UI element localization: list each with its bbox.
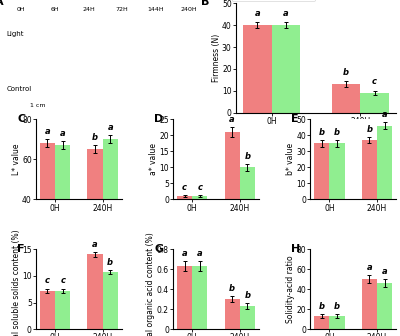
Text: E: E bbox=[292, 115, 299, 124]
Text: a: a bbox=[182, 249, 188, 258]
Text: a: a bbox=[283, 8, 288, 17]
Text: a: a bbox=[229, 115, 235, 124]
Text: c: c bbox=[372, 77, 377, 86]
Text: c: c bbox=[60, 277, 65, 286]
Y-axis label: a* value: a* value bbox=[149, 143, 158, 175]
Legend: Light, Control: Light, Control bbox=[232, 0, 315, 1]
Bar bbox=[332, 84, 360, 113]
Text: 72H: 72H bbox=[116, 7, 128, 12]
Bar bbox=[377, 126, 392, 200]
Bar bbox=[314, 316, 329, 329]
Text: b: b bbox=[343, 68, 349, 77]
Bar bbox=[55, 145, 70, 280]
Text: a: a bbox=[382, 110, 387, 119]
Y-axis label: L* value: L* value bbox=[12, 143, 21, 175]
Y-axis label: Solidity-acid ratio: Solidity-acid ratio bbox=[286, 255, 295, 323]
Text: b: b bbox=[334, 302, 340, 311]
Text: C: C bbox=[17, 115, 25, 124]
Text: b: b bbox=[334, 128, 340, 137]
Text: Light: Light bbox=[6, 31, 24, 37]
Text: b: b bbox=[229, 284, 235, 293]
Text: a: a bbox=[197, 249, 203, 258]
Text: D: D bbox=[154, 115, 164, 124]
Bar bbox=[177, 196, 192, 200]
Bar bbox=[192, 266, 208, 329]
Bar bbox=[362, 140, 377, 200]
Bar bbox=[224, 299, 240, 329]
Bar bbox=[377, 283, 392, 329]
Bar bbox=[103, 272, 118, 329]
Text: G: G bbox=[154, 244, 164, 254]
Bar bbox=[55, 291, 70, 329]
Text: a: a bbox=[382, 267, 387, 276]
Text: 1 cm: 1 cm bbox=[30, 103, 46, 108]
Text: a: a bbox=[108, 123, 113, 132]
Text: b: b bbox=[319, 302, 325, 311]
Bar bbox=[192, 196, 208, 200]
Text: 144H: 144H bbox=[147, 7, 164, 12]
Text: A: A bbox=[0, 0, 4, 7]
Bar bbox=[243, 25, 272, 113]
Bar bbox=[240, 306, 255, 329]
Text: 24H: 24H bbox=[82, 7, 95, 12]
Bar bbox=[240, 167, 255, 200]
Y-axis label: b* value: b* value bbox=[286, 143, 295, 175]
Bar bbox=[314, 143, 329, 200]
Bar bbox=[329, 316, 344, 329]
Text: a: a bbox=[92, 240, 98, 249]
Text: b: b bbox=[92, 133, 98, 142]
Y-axis label: Total organic acid content (%): Total organic acid content (%) bbox=[146, 232, 156, 336]
Text: b: b bbox=[107, 258, 113, 267]
Text: a: a bbox=[60, 129, 66, 138]
Bar bbox=[362, 279, 377, 329]
Text: b: b bbox=[319, 128, 325, 137]
Text: a: a bbox=[45, 127, 50, 136]
Text: c: c bbox=[197, 183, 202, 192]
Text: b: b bbox=[244, 152, 250, 161]
Text: 240H: 240H bbox=[181, 7, 198, 12]
Text: a: a bbox=[366, 263, 372, 272]
Bar bbox=[329, 143, 344, 200]
Bar bbox=[360, 93, 389, 113]
Bar bbox=[88, 254, 103, 329]
Bar bbox=[177, 266, 192, 329]
Bar bbox=[103, 139, 118, 280]
Text: c: c bbox=[182, 183, 187, 192]
Text: b: b bbox=[366, 125, 372, 134]
Text: B: B bbox=[200, 0, 209, 7]
Bar bbox=[272, 25, 300, 113]
Bar bbox=[88, 149, 103, 280]
Y-axis label: Total soluble solids content (%): Total soluble solids content (%) bbox=[12, 229, 21, 336]
Text: a: a bbox=[254, 8, 260, 17]
Y-axis label: Firmness (N): Firmness (N) bbox=[212, 34, 220, 82]
Text: 6H: 6H bbox=[51, 7, 59, 12]
Text: c: c bbox=[45, 277, 50, 286]
Text: F: F bbox=[17, 244, 25, 254]
Text: H: H bbox=[292, 244, 301, 254]
Text: 0H: 0H bbox=[17, 7, 26, 12]
Bar bbox=[40, 291, 55, 329]
Bar bbox=[40, 143, 55, 280]
Bar bbox=[224, 132, 240, 200]
Text: Control: Control bbox=[6, 86, 32, 91]
Text: b: b bbox=[244, 291, 250, 300]
